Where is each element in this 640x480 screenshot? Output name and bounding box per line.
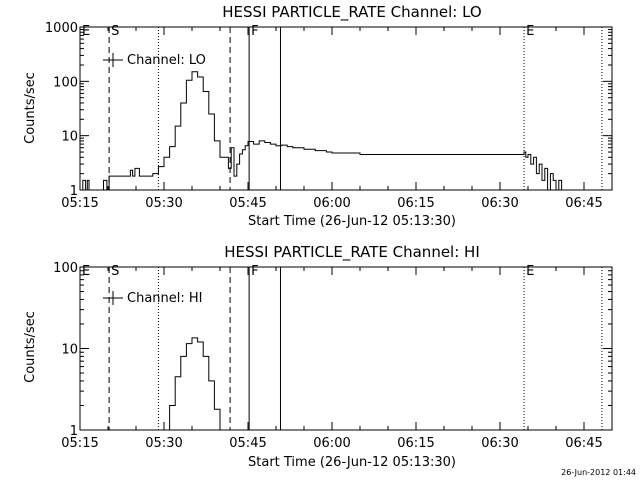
x-axis-label-hi: Start Time (26-Jun-12 05:13:30) [248, 455, 456, 470]
x-tick-label: 06:30 [481, 196, 518, 211]
y-tick-label: 1 [70, 184, 78, 199]
x-tick-label: 05:45 [229, 436, 266, 451]
x-tick-label: 05:45 [229, 196, 266, 211]
footer-timestamp: 26-Jun-2012 01:44 [561, 468, 636, 477]
chart-title-hi: HESSI PARTICLE_RATE Channel: HI [224, 243, 480, 262]
y-tick-label: 100 [53, 261, 78, 276]
y-tick-label: 1000 [45, 21, 78, 36]
x-tick-label: 06:00 [313, 196, 350, 211]
y-tick-label: 10 [61, 343, 78, 358]
x-axis-label-lo: Start Time (26-Jun-12 05:13:30) [248, 214, 456, 229]
x-tick-label: 05:30 [145, 436, 182, 451]
lo-channel-panel: HESSI PARTICLE_RATE Channel: LO Start Ti… [23, 3, 613, 229]
y-tick-label: 10 [61, 130, 78, 145]
time-marker-letter: E [82, 264, 90, 279]
y-axis-label-lo: Counts/sec [23, 72, 38, 144]
series-line [164, 337, 221, 431]
plot-frame [79, 26, 613, 191]
legend-label-hi: Channel: HI [127, 291, 203, 306]
series-line [80, 71, 573, 191]
time-marker-letter: S [111, 24, 119, 39]
y-tick-label: 1 [70, 424, 78, 439]
time-marker-letter: E [526, 24, 534, 39]
x-tick-label: 06:15 [397, 436, 434, 451]
x-tick-label: 06:00 [313, 436, 350, 451]
y-tick-label: 100 [53, 75, 78, 90]
y-axis-label-hi: Counts/sec [23, 311, 38, 383]
x-tick-label: 06:15 [397, 196, 434, 211]
time-marker-letter: E [526, 264, 534, 279]
x-tick-label: 06:30 [481, 436, 518, 451]
x-tick-label: 06:45 [565, 196, 602, 211]
x-tick-label: 05:30 [145, 196, 182, 211]
legend-label-lo: Channel: LO [127, 53, 206, 68]
time-marker-letter: F [251, 24, 258, 39]
time-marker-letter: S [111, 264, 119, 279]
x-tick-label: 06:45 [565, 436, 602, 451]
x-tick-label: 05:15 [61, 436, 98, 451]
time-marker-letter: E [82, 24, 90, 39]
x-tick-label: 05:15 [61, 196, 98, 211]
hi-channel-panel: HESSI PARTICLE_RATE Channel: HI Start Ti… [23, 243, 613, 470]
chart-title-lo: HESSI PARTICLE_RATE Channel: LO [222, 3, 481, 22]
time-marker-letter: F [251, 264, 258, 279]
